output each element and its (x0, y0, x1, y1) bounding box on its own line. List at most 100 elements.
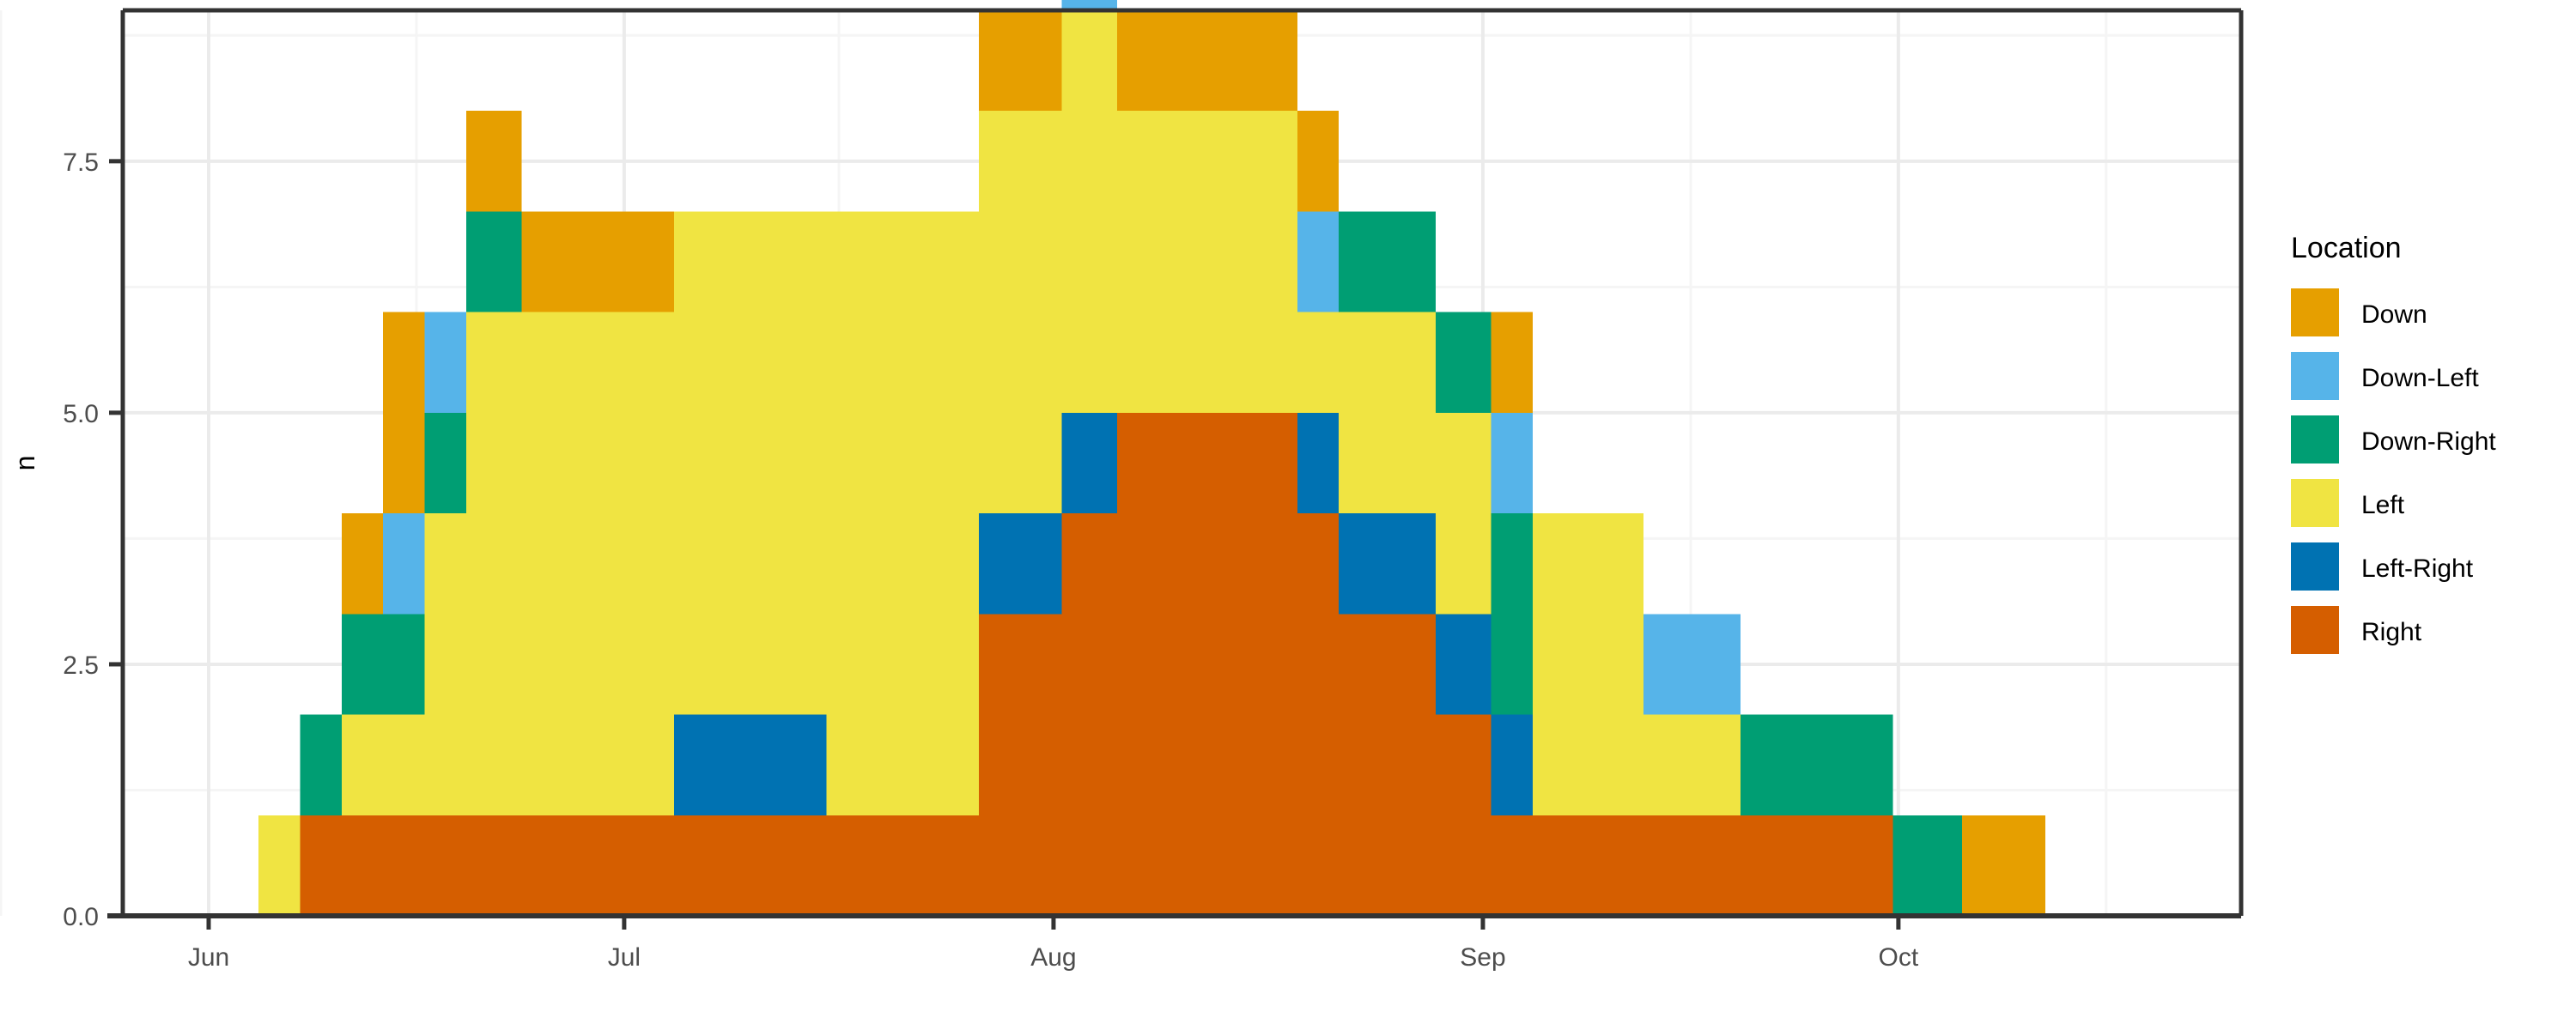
bar-segment (1117, 412, 1297, 916)
legend-item[interactable]: Left (2291, 479, 2405, 527)
bar-segment (1061, 0, 1118, 10)
bar-segment (1061, 412, 1118, 514)
y-axis-tick-label: 2.5 (63, 651, 99, 680)
bar-segment (1962, 815, 2045, 916)
bar-segment (1297, 312, 1340, 413)
bar-segment (826, 815, 979, 916)
legend-item[interactable]: Right (2291, 606, 2422, 654)
bar-segment (1339, 312, 1437, 514)
bar-segment (341, 815, 384, 916)
bar-segment (383, 714, 425, 815)
bar-segment (1436, 714, 1492, 916)
bar-segment (1117, 111, 1297, 413)
bar-segment (424, 312, 467, 413)
bar-segment (826, 211, 979, 815)
legend-item[interactable]: Down-Left (2291, 352, 2479, 400)
bar-segment (521, 312, 674, 815)
legend: Location Down Down-Left Down-Right Left Left-… (2291, 232, 2496, 654)
bar-segment (1491, 412, 1534, 514)
bar-segment (1491, 714, 1534, 815)
bar-segment (383, 614, 425, 715)
legend-swatch (2291, 542, 2339, 591)
bar-segment (1533, 513, 1644, 815)
bar-segment (424, 513, 467, 815)
bar-segment (1740, 714, 1893, 815)
legend-item-label: Down (2361, 300, 2427, 329)
bar-segment (1339, 614, 1437, 916)
y-axis-tick-label: 0.0 (63, 903, 99, 931)
bar-segment (341, 714, 384, 815)
bar-segment (466, 312, 522, 815)
bar-segment (424, 412, 467, 514)
bar-segment (1643, 714, 1741, 815)
bar-segment (978, 111, 1062, 514)
x-axis-tick-label: Aug (1030, 943, 1076, 972)
bar-segment (1061, 513, 1118, 916)
bar-segment (383, 815, 425, 916)
bar-segment (383, 513, 425, 615)
bar-segment (1297, 513, 1340, 916)
y-axis-tick-label: 7.5 (63, 148, 99, 177)
bar-segment (1436, 312, 1492, 413)
legend-item[interactable]: Down-Right (2291, 415, 2496, 464)
y-axis-tick-label: 5.0 (63, 400, 99, 428)
x-axis-tick-label: Oct (1879, 943, 1919, 972)
y-axis-title-text: n (9, 456, 40, 471)
legend-swatch (2291, 288, 2339, 336)
bar-segment (1491, 815, 1534, 916)
bar-segment (300, 815, 342, 916)
x-axis-tick-label: Jul (608, 943, 641, 972)
bar-segment (1436, 412, 1492, 615)
bar-segment (1533, 815, 1644, 916)
legend-item[interactable]: Left-Right (2291, 542, 2474, 591)
bar-segment (300, 714, 342, 815)
bar-segment (341, 614, 384, 715)
legend-swatch (2291, 415, 2339, 464)
bar-segment (521, 815, 674, 916)
bar-segment (673, 815, 827, 916)
legend-title-text: Location (2291, 232, 2402, 264)
x-axis-tick-label: Sep (1460, 943, 1505, 972)
bar-segment (1436, 614, 1492, 715)
bar-segment (673, 211, 827, 715)
bar-segment (466, 815, 522, 916)
legend-item-label: Down-Left (2361, 364, 2479, 392)
bar-segment (1643, 815, 1741, 916)
legend-item-label: Left-Right (2361, 554, 2474, 583)
bar-segment (1893, 815, 1963, 916)
bar-segment (978, 10, 1062, 112)
bar-segment (673, 714, 827, 815)
x-axis: Jun Jul Aug Sep Oct (107, 913, 2241, 972)
x-axis-tick-label: Jun (188, 943, 229, 972)
bar-segment (1297, 412, 1340, 514)
bar-segment (258, 815, 301, 916)
bar-segment (1061, 10, 1118, 413)
bar-segment (521, 211, 674, 312)
bar-segment (341, 513, 384, 615)
y-axis-title: n (9, 456, 40, 471)
bar-segment (978, 614, 1062, 916)
legend-item-label: Right (2361, 618, 2422, 646)
legend-swatch (2291, 352, 2339, 400)
bar-segment (424, 815, 467, 916)
bar-segment (1491, 312, 1534, 413)
bar-segment (978, 513, 1062, 615)
stacked-bars-group (258, 0, 2045, 916)
legend-item-label: Down-Right (2361, 427, 2496, 456)
bar-segment (1339, 513, 1437, 615)
legend-item[interactable]: Down (2291, 288, 2427, 336)
bar-segment (1297, 211, 1340, 312)
bar-segment (383, 312, 425, 514)
bar-segment (1491, 513, 1534, 715)
legend-swatch (2291, 606, 2339, 654)
bar-segment (1339, 211, 1437, 312)
legend-item-label: Left (2361, 491, 2405, 519)
bar-segment (466, 111, 522, 212)
bar-segment (1740, 815, 1893, 916)
bar-segment (1117, 10, 1297, 112)
bar-segment (1643, 614, 1741, 715)
bar-segment (1297, 111, 1340, 212)
bar-segment (466, 211, 522, 312)
